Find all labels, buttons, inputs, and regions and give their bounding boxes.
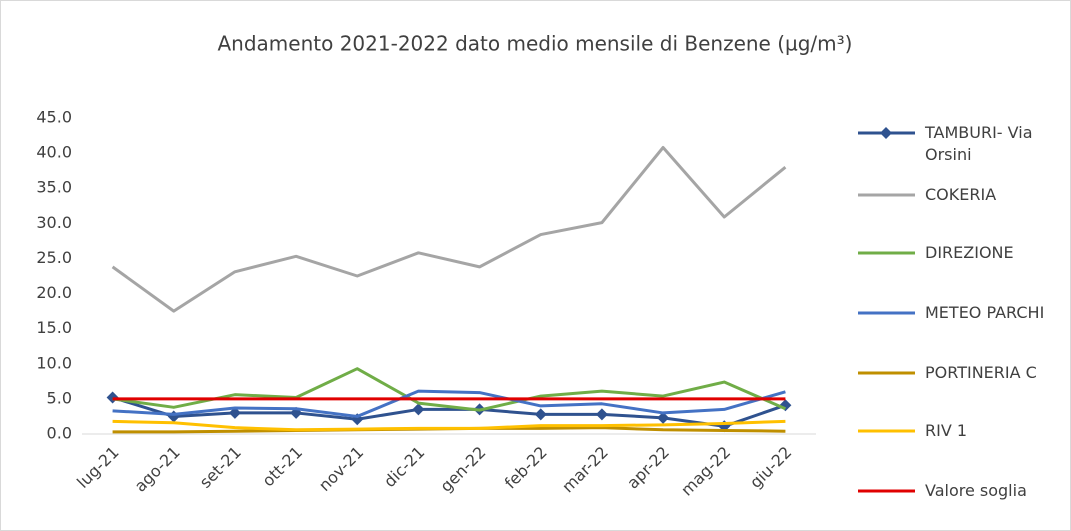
legend-label: DIREZIONE xyxy=(925,243,1014,262)
series-line xyxy=(112,389,786,418)
marker xyxy=(657,411,670,424)
legend-label: TAMBURI- Via Orsini xyxy=(925,123,1033,164)
y-tick-label: 20.0 xyxy=(36,283,72,302)
legend-label: METEO PARCHI xyxy=(925,303,1045,322)
chart-title: Andamento 2021-2022 dato medio mensile d… xyxy=(218,32,853,56)
legend-label: RIV 1 xyxy=(925,421,968,440)
y-tick-label: 35.0 xyxy=(36,178,72,197)
marker xyxy=(595,408,608,421)
marker xyxy=(412,403,425,416)
y-tick-label: 45.0 xyxy=(36,108,72,127)
series-line xyxy=(111,145,787,313)
legend-marker xyxy=(880,127,892,139)
series-line xyxy=(112,419,786,432)
y-tick-label: 5.0 xyxy=(47,388,72,407)
legend-label: PORTINERIA C xyxy=(925,363,1037,382)
marker xyxy=(534,408,547,421)
legend-label: Valore soglia xyxy=(925,481,1027,500)
y-tick-label: 25.0 xyxy=(36,248,72,267)
y-tick-label: 15.0 xyxy=(36,318,72,337)
y-tick-label: 0.0 xyxy=(47,424,72,443)
marker xyxy=(228,406,241,419)
series-line xyxy=(112,367,787,412)
legend-label: COKERIA xyxy=(925,185,997,204)
y-tick-label: 40.0 xyxy=(36,143,72,162)
series-line xyxy=(112,396,786,428)
y-tick-label: 30.0 xyxy=(36,213,72,232)
y-tick-label: 10.0 xyxy=(36,353,72,372)
